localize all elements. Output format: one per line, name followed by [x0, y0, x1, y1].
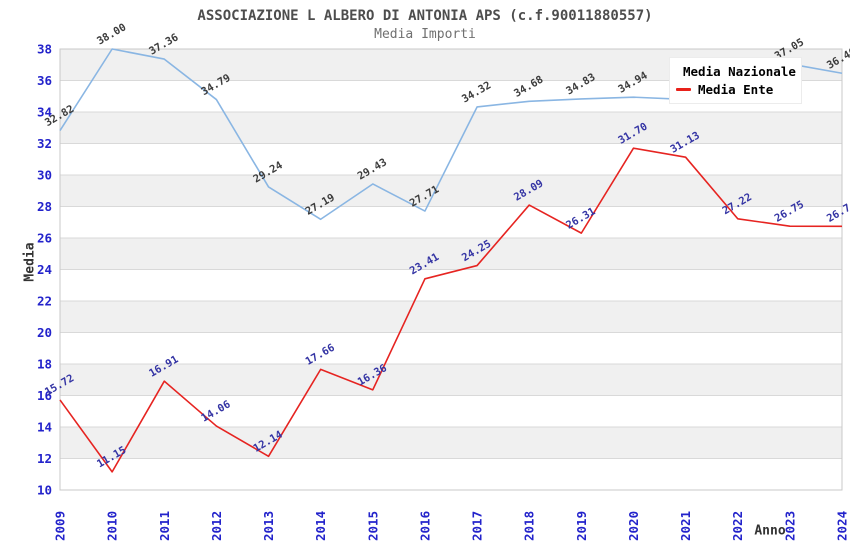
y-tick-label: 10 — [37, 483, 52, 498]
y-tick-label: 20 — [37, 325, 52, 340]
data-point-label: 38.00 — [95, 21, 128, 47]
x-tick-label: 2009 — [53, 511, 68, 541]
x-tick-label: 2015 — [365, 511, 380, 541]
y-tick-label: 26 — [37, 231, 52, 246]
x-tick-label: 2020 — [626, 511, 641, 541]
legend-item-media-nazionale[interactable]: Media Nazionale — [676, 63, 796, 79]
y-tick-label: 28 — [37, 199, 52, 214]
x-tick-label: 2024 — [835, 511, 850, 541]
data-point-label: 34.32 — [460, 79, 493, 105]
plot-band — [60, 301, 842, 333]
plot-band — [60, 364, 842, 396]
legend-box: Media Nazionale Media Ente — [669, 57, 802, 104]
y-tick-label: 22 — [37, 294, 52, 309]
x-tick-label: 2010 — [105, 511, 120, 541]
y-tick-label: 36 — [37, 73, 52, 88]
plot-frame — [59, 48, 843, 491]
y-tick-label: 34 — [37, 105, 52, 120]
x-tick-label: 2021 — [678, 511, 693, 541]
line-media-ente[interactable] — [59, 147, 843, 473]
y-tick-label: 32 — [37, 136, 52, 151]
x-tick-label: 2019 — [574, 511, 589, 541]
y-tick-label: 38 — [37, 42, 52, 57]
y-tick-label: 18 — [37, 357, 52, 372]
y-tick-label: 12 — [37, 451, 52, 466]
legend-label: Media Ente — [698, 82, 774, 98]
data-point-label: 14.06 — [199, 398, 232, 424]
y-tick-label: 16 — [37, 388, 52, 403]
x-tick-label: 2011 — [157, 511, 172, 541]
plot-band — [60, 112, 842, 144]
x-tick-label: 2013 — [261, 511, 276, 541]
x-axis-title: Anno — [754, 523, 786, 539]
x-tick-label: 2023 — [782, 511, 797, 541]
chart-subtitle: Media Importi — [374, 27, 476, 42]
legend-item-media-ente[interactable]: Media Ente — [676, 82, 795, 97]
chart-title: ASSOCIAZIONE L ALBERO DI ANTONIA APS (c.… — [197, 8, 653, 24]
x-tick-label: 2022 — [730, 511, 745, 541]
plot-band — [60, 427, 842, 459]
x-tick-label: 2014 — [313, 511, 328, 541]
x-tick-label: 2017 — [470, 511, 485, 541]
x-tick-label: 2016 — [417, 511, 432, 541]
y-axis-title: Media — [22, 242, 38, 282]
plot-band — [60, 238, 842, 270]
data-point-label: 26.31 — [564, 205, 597, 231]
y-tick-label: 24 — [37, 262, 52, 277]
x-tick-label: 2012 — [209, 511, 224, 541]
y-tick-label: 30 — [37, 168, 52, 183]
x-tick-label: 2018 — [522, 511, 537, 541]
legend-label: Media Nazionale — [683, 63, 796, 79]
legend-line-swatch-red — [676, 88, 691, 92]
plot-band — [60, 175, 842, 207]
y-tick-label: 14 — [37, 420, 52, 435]
